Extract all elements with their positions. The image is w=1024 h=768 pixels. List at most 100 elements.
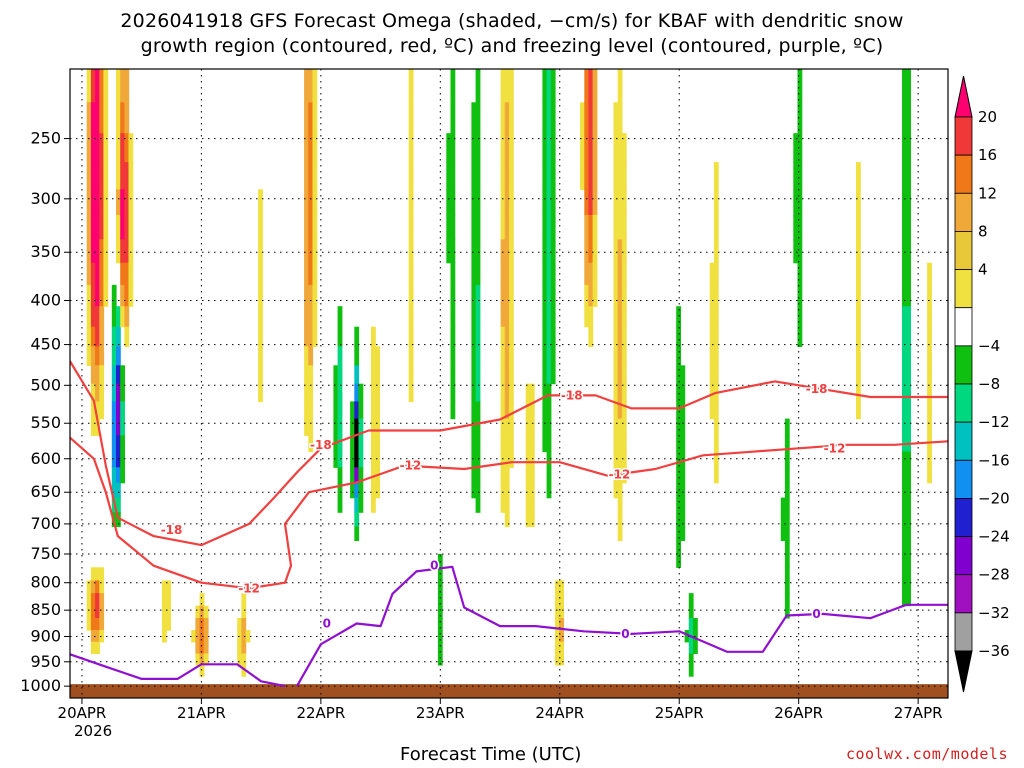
omega-cell — [166, 605, 171, 619]
omega-cell — [676, 467, 681, 484]
omega-cell — [337, 346, 343, 366]
omega-cell — [86, 189, 92, 216]
omega-cell — [116, 102, 121, 134]
omega-cell — [103, 102, 109, 134]
omega-cell — [103, 133, 109, 163]
omega-cell — [475, 383, 481, 403]
omega-cell — [546, 365, 552, 385]
omega-cell — [504, 512, 510, 528]
omega-cell — [797, 306, 803, 328]
omega-cell — [475, 239, 481, 264]
omega-cell — [906, 567, 911, 581]
omega-cell — [350, 418, 355, 436]
omega-cell — [902, 133, 907, 163]
omega-cell — [128, 189, 134, 216]
omega-cell — [542, 239, 548, 264]
omega-cell — [504, 365, 510, 385]
omega-cell — [437, 580, 443, 594]
omega-cell — [166, 580, 171, 594]
omega-cell — [371, 401, 376, 420]
omega-cell — [111, 383, 117, 403]
y-tick-label: 950 — [30, 652, 61, 671]
omega-cell — [555, 653, 560, 666]
omega-cell — [680, 526, 686, 541]
omega-cell — [195, 630, 201, 643]
omega-cell — [90, 189, 96, 216]
omega-cell — [308, 239, 314, 264]
omega-cell — [902, 482, 907, 499]
omega-cell — [509, 215, 514, 240]
omega-cell — [241, 653, 247, 666]
omega-cell — [120, 284, 125, 307]
omega-cell — [166, 618, 171, 631]
omega-cell — [450, 365, 456, 385]
omega-cell — [375, 435, 380, 453]
omega-cell — [927, 383, 932, 403]
omega-cell — [95, 326, 100, 347]
omega-cell — [856, 346, 861, 366]
omega-cell — [617, 467, 623, 484]
omega-cell — [542, 401, 548, 420]
omega-cell — [500, 383, 506, 403]
omega-cell — [99, 401, 105, 420]
omega-cell — [613, 482, 619, 499]
omega-cell — [676, 451, 681, 468]
x-axis: 20APR 21APR 22APR 23APR 24APR 25APR 26APR 27APR — [58, 698, 943, 722]
omega-cell — [99, 102, 105, 134]
omega-cell — [450, 326, 456, 347]
omega-cell — [354, 497, 360, 513]
omega-cell — [504, 418, 510, 436]
omega-cell — [500, 418, 506, 436]
omega-cell — [504, 482, 510, 499]
omega-cell — [617, 102, 623, 134]
omega-cell — [550, 189, 556, 216]
omega-cell — [592, 215, 598, 240]
omega-cell — [304, 284, 309, 307]
omega-cell — [555, 618, 560, 631]
omega-cell — [555, 593, 560, 607]
omega-cell — [354, 365, 360, 385]
omega-cell — [617, 326, 623, 347]
omega-cell — [437, 554, 443, 568]
omega-cell — [906, 262, 911, 286]
colorbar-segment — [954, 269, 973, 309]
omega-cell — [308, 189, 314, 216]
omega-cell — [797, 215, 803, 240]
y-tick-label: 800 — [30, 573, 61, 592]
omega-cell — [120, 435, 125, 453]
omega-cell — [927, 365, 932, 385]
colorbar-label: 20 — [978, 108, 997, 126]
omega-cell — [676, 326, 681, 347]
omega-cell — [588, 189, 594, 216]
omega-cell — [546, 133, 552, 163]
omega-cell — [471, 102, 477, 134]
omega-cell — [333, 383, 339, 403]
omega-cell — [408, 102, 414, 134]
omega-cell — [471, 435, 477, 453]
omega-cell — [103, 284, 109, 307]
omega-cell — [408, 133, 414, 163]
omega-cell — [509, 102, 514, 134]
omega-cell — [509, 239, 514, 264]
omega-cell — [116, 467, 121, 484]
omega-cell — [312, 133, 318, 163]
omega-cell — [95, 383, 100, 403]
omega-cell — [780, 497, 786, 513]
omega-cell — [927, 284, 932, 307]
omega-cell — [504, 497, 510, 513]
omega-cell — [358, 401, 364, 420]
omega-cell — [680, 383, 686, 403]
omega-cell — [450, 346, 456, 366]
omega-cell — [337, 365, 343, 385]
omega-cell — [902, 189, 907, 216]
omega-cell — [195, 641, 201, 654]
omega-cell — [542, 284, 548, 307]
omega-cell — [371, 326, 376, 347]
y-tick-label: 850 — [30, 600, 61, 619]
omega-cell — [546, 69, 552, 103]
omega-cell — [312, 189, 318, 216]
omega-cell — [621, 418, 627, 436]
omega-cell — [354, 401, 360, 420]
credit-link[interactable]: coolwx.com/models — [845, 745, 1008, 763]
omega-cell — [529, 401, 535, 420]
